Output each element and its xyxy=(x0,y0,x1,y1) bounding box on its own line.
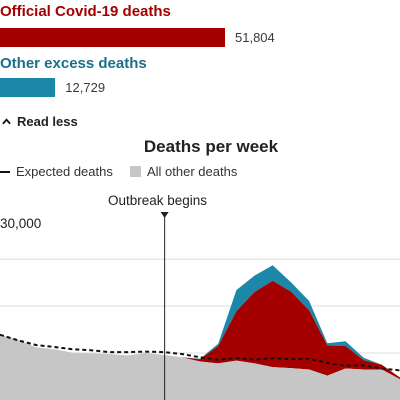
excess-deaths-bar xyxy=(0,78,56,97)
legend-other-deaths: All other deaths xyxy=(130,164,237,179)
outbreak-annotation: Outbreak begins xyxy=(108,193,208,208)
chart-title: Deaths per week xyxy=(143,137,279,156)
legend-expected-label: Expected deaths xyxy=(16,164,113,179)
area-all-other-deaths xyxy=(0,334,400,400)
grey-square-swatch xyxy=(130,166,141,177)
read-less-button[interactable]: Read less xyxy=(2,114,78,129)
official-deaths-label: Official Covid-19 deaths xyxy=(0,3,171,20)
excess-deaths-label: Other excess deaths xyxy=(0,55,147,72)
expected-deaths-line xyxy=(0,333,400,372)
outbreak-marker-arrow xyxy=(160,212,169,218)
chevron-up-icon xyxy=(2,118,11,125)
official-deaths-value: 51,804 xyxy=(235,30,275,45)
legend-other-label: All other deaths xyxy=(147,164,238,179)
legend-expected-deaths: Expected deaths xyxy=(0,164,113,179)
excess-deaths-value: 12,729 xyxy=(65,80,106,95)
official-deaths-bar xyxy=(0,28,225,47)
area-covid-deaths xyxy=(0,280,400,380)
y-tick-label: 30,000 xyxy=(0,216,42,231)
dashed-line-swatch xyxy=(0,170,10,173)
area-other-excess-deaths xyxy=(0,265,400,378)
read-less-label: Read less xyxy=(17,114,78,129)
